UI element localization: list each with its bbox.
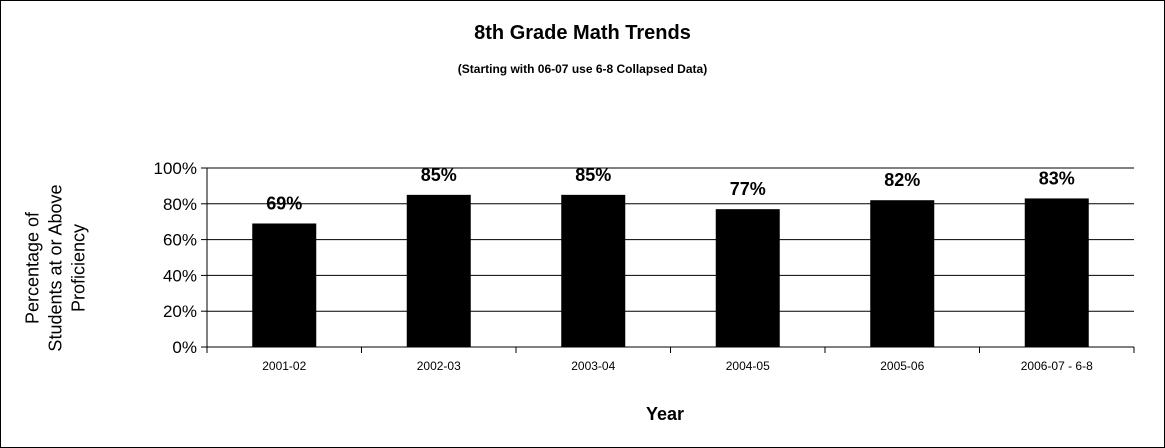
data-label: 69% — [266, 193, 302, 213]
data-label: 85% — [575, 165, 611, 185]
x-tick-label: 2001-02 — [262, 359, 306, 373]
bar — [406, 194, 471, 347]
y-tick-label: 20% — [163, 302, 197, 321]
x-tick-label: 2003-04 — [571, 359, 615, 373]
y-tick-label: 80% — [163, 195, 197, 214]
y-tick-label: 40% — [163, 266, 197, 285]
chart-subtitle: (Starting with 06-07 use 6-8 Collapsed D… — [457, 62, 708, 76]
data-label: 83% — [1039, 168, 1075, 188]
x-axis-label: Year — [645, 404, 685, 424]
bar — [715, 209, 780, 347]
bar — [252, 223, 317, 347]
y-tick-label: 60% — [163, 231, 197, 250]
x-tick-label: 2006-07 - 6-8 — [1021, 359, 1093, 373]
bar — [870, 200, 935, 347]
data-label: 77% — [730, 179, 766, 199]
y-tick-label: 100% — [154, 159, 197, 178]
x-tick-label: 2004-05 — [726, 359, 770, 373]
data-label: 85% — [421, 165, 457, 185]
data-label: 82% — [884, 170, 920, 190]
bar — [1024, 198, 1089, 347]
y-tick-label: 0% — [172, 338, 197, 357]
chart-title: 8th Grade Math Trends — [474, 22, 691, 44]
bar — [561, 194, 626, 347]
x-tick-label: 2005-06 — [880, 359, 924, 373]
x-tick-label: 2002-03 — [417, 359, 461, 373]
